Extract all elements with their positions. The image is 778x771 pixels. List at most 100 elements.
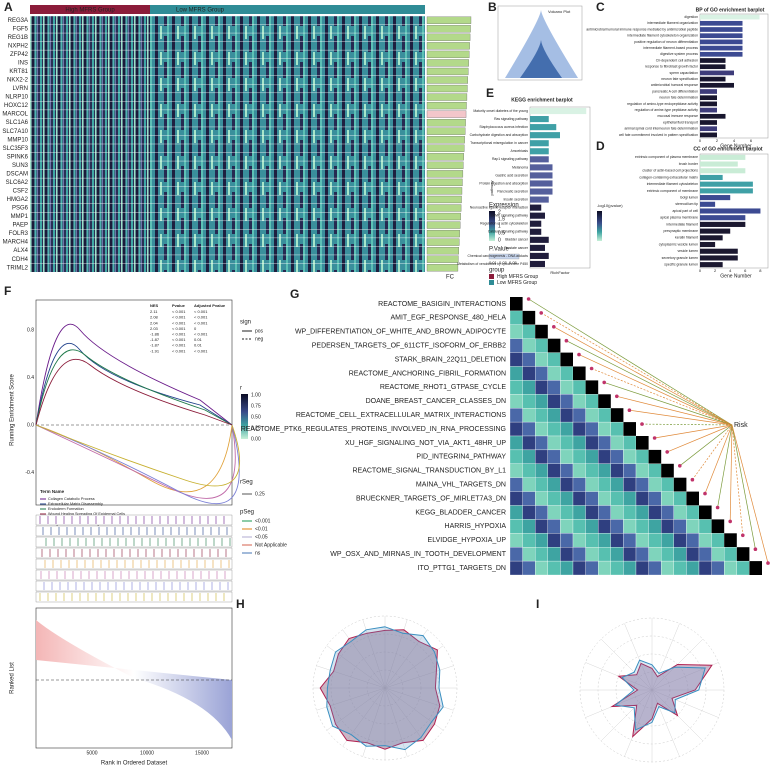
hit-ribbon <box>35 591 233 603</box>
corr-cell <box>585 435 599 451</box>
corr-cell <box>547 477 561 492</box>
row-label: WP_DIFFERENTIATION_OF_WHITE_AND_BROWN_AD… <box>295 329 506 336</box>
corr-cell <box>610 560 624 576</box>
term-label: Carbohydrate digestion and absorption <box>470 133 529 137</box>
corr-cell <box>585 477 599 492</box>
legend-entry: pos <box>255 328 264 334</box>
legend-title: rSeg <box>240 480 253 486</box>
corr-cell <box>623 547 637 562</box>
fc-bar <box>426 144 465 152</box>
enrichment-curve <box>35 424 241 487</box>
fc-bar <box>426 221 461 229</box>
bar <box>530 124 557 131</box>
link-node <box>577 352 581 357</box>
table-cell: < 0.001 <box>194 320 208 325</box>
fc-bar <box>426 84 468 93</box>
corr-cell <box>509 533 523 548</box>
corr-cell <box>560 477 574 492</box>
legend-entry: <0.001 <box>255 518 271 524</box>
table-cell: -1.91 <box>150 348 160 353</box>
legend-entry: Low MFRS Group <box>497 280 537 286</box>
corr-cell <box>509 380 523 395</box>
row-label: DOANE_BREAST_CANCER_CLASSES_DN <box>366 398 506 405</box>
term-label: regulation of amine-type peptidase activ… <box>635 108 699 112</box>
fc-bar <box>426 93 468 101</box>
gene-label: HMGA2 <box>7 197 29 203</box>
bar <box>530 107 587 115</box>
diag-cell <box>547 338 561 353</box>
plot-title: Volcano Plot <box>548 9 571 14</box>
radar-polygon <box>326 626 444 751</box>
term-label: antimicrobial humoral response <box>651 83 698 87</box>
gene-label: CSF2 <box>13 189 29 195</box>
gene-label: NKX2-2 <box>7 78 29 84</box>
link-line <box>692 424 733 480</box>
bar <box>700 235 723 241</box>
diag-cell <box>673 477 687 492</box>
color-scale <box>241 394 248 439</box>
fc-bar <box>426 178 463 187</box>
group-label: High MFRS Group <box>65 8 115 14</box>
link-line <box>541 312 733 426</box>
legend-title: -log10(pvalue) <box>597 203 623 208</box>
bar <box>530 228 542 235</box>
corr-cell <box>585 519 599 534</box>
corr-cell <box>522 394 536 409</box>
row-label: HARRIS_HYPOXIA <box>445 523 507 530</box>
axis-title: Gene Number <box>720 273 752 279</box>
bar <box>700 70 734 76</box>
link-line <box>704 424 733 494</box>
legend-entry: High MFRS Group <box>497 274 538 280</box>
diag-cell <box>610 408 624 423</box>
term-label: digestion <box>684 15 698 19</box>
term-label: extrinsic component of plasma membrane <box>635 155 698 159</box>
term-label: Clr-dependent cell adhesion <box>656 58 698 62</box>
diag-cell <box>573 366 586 381</box>
corr-cell <box>635 560 649 576</box>
corr-cell <box>509 463 523 478</box>
panel-label: A <box>4 0 13 14</box>
link-line <box>553 326 733 426</box>
row-label: REACTOME_ANCHORING_FIBRIL_FORMATION <box>349 370 506 377</box>
volcano-core <box>520 40 562 78</box>
gene-label: SUN3 <box>12 163 29 169</box>
group-bar <box>150 5 425 14</box>
corr-cell <box>610 505 624 520</box>
diag-cell <box>623 422 636 436</box>
fc-bar <box>426 110 467 118</box>
legend-entry: Wound Healing Spreading Of Epidermal Cel… <box>48 512 125 516</box>
corr-cell <box>535 533 548 548</box>
row-label: ELVIDGE_HYPOXIA_UP <box>428 537 507 544</box>
table-cell: < 0.001 <box>172 343 186 348</box>
legend-tick: 0.01 <box>489 260 498 265</box>
corr-cell <box>572 394 586 409</box>
table-cell: < 0.001 <box>194 348 208 353</box>
target-label: Risk <box>734 422 748 429</box>
x-tick-label: 2 <box>714 268 717 273</box>
radar-polygon <box>610 662 713 738</box>
corr-cell <box>547 366 561 381</box>
gene-label: MARCOL <box>2 112 28 118</box>
bar <box>700 154 746 160</box>
link-line <box>566 340 733 426</box>
corr-cell <box>560 463 574 478</box>
legend-tick: 0.75 <box>251 403 261 409</box>
term-label: regulation of amino-type endopeptidase a… <box>627 102 698 106</box>
corr-cell <box>522 463 536 478</box>
x-tick-label: 5000 <box>86 750 97 756</box>
table-header: NES <box>150 303 159 308</box>
bar <box>700 168 746 174</box>
corr-cell <box>585 449 599 464</box>
enrichment-curve <box>35 349 233 426</box>
bar <box>700 221 746 227</box>
row-label: PEDERSEN_TARGETS_OF_611CTF_ISOFORM_OF_ER… <box>312 342 506 349</box>
panel-label: I <box>536 597 539 611</box>
axis-title: Ranked List <box>10 662 16 694</box>
enrichment-curve <box>35 424 240 505</box>
corr-cell <box>572 560 586 576</box>
corr-cell <box>509 491 523 506</box>
corr-cell <box>509 394 523 409</box>
legend-entry: ns <box>255 550 261 556</box>
corr-cell <box>535 505 548 520</box>
